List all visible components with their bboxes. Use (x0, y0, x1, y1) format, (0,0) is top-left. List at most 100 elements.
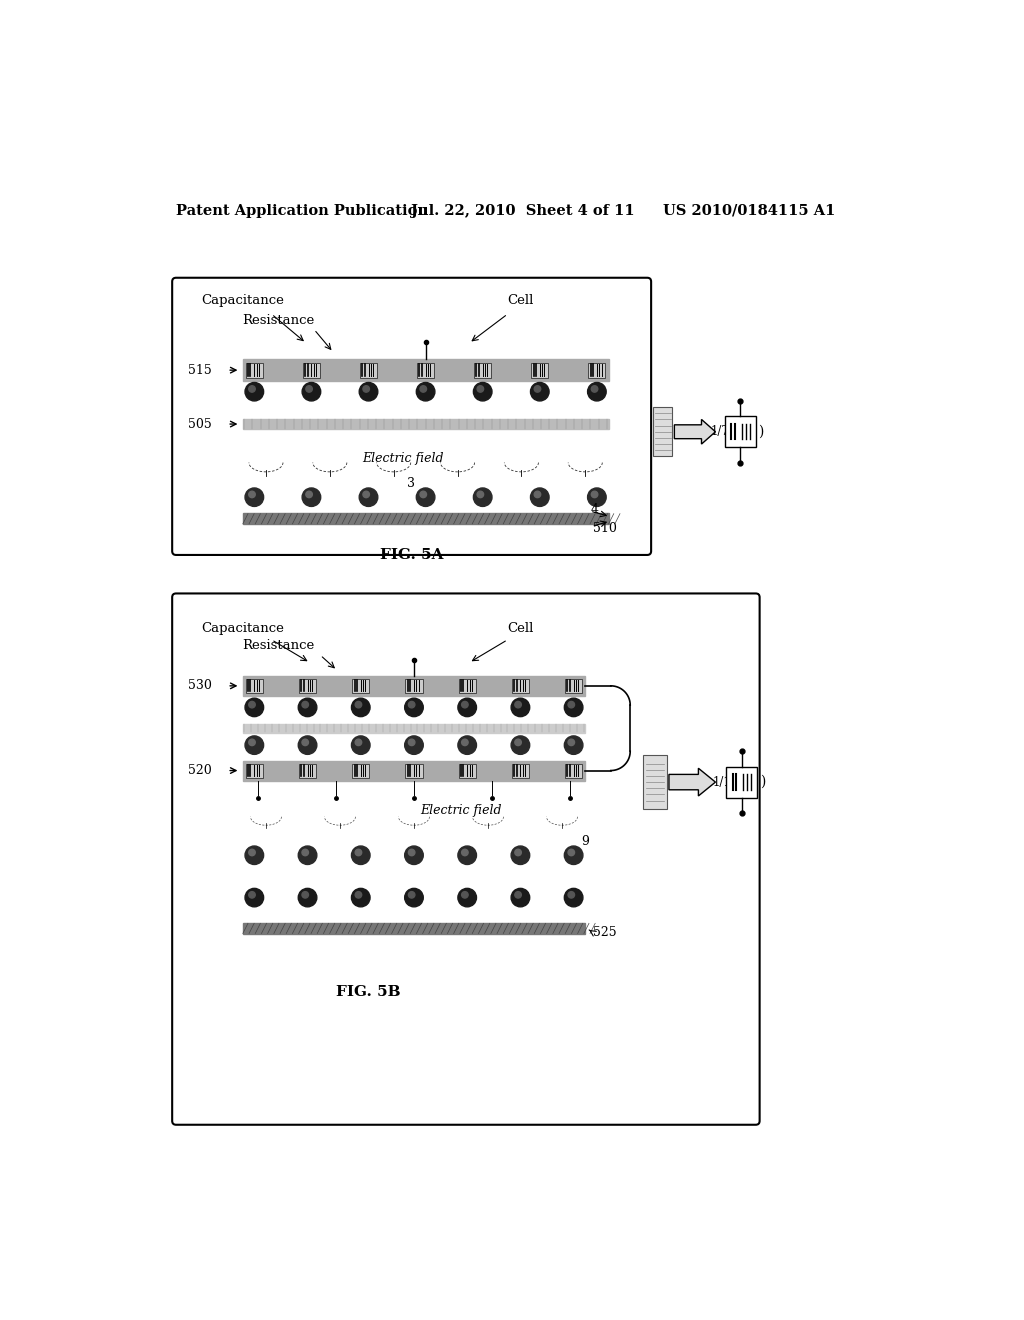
Text: 520: 520 (188, 764, 212, 777)
Text: Capacitance: Capacitance (202, 294, 285, 308)
Text: 525: 525 (593, 925, 616, 939)
Circle shape (351, 888, 370, 907)
Circle shape (298, 846, 316, 865)
Circle shape (298, 737, 316, 755)
Text: Patent Application Publication: Patent Application Publication (176, 203, 428, 218)
Circle shape (302, 739, 308, 746)
Circle shape (420, 491, 427, 498)
Text: US 2010/0184115 A1: US 2010/0184115 A1 (663, 203, 836, 218)
Bar (360, 363, 377, 378)
Bar (726, 767, 758, 797)
Circle shape (588, 383, 606, 401)
Circle shape (306, 491, 312, 498)
Circle shape (591, 385, 598, 392)
Circle shape (462, 849, 468, 855)
Circle shape (249, 701, 255, 708)
Circle shape (515, 739, 521, 746)
Circle shape (511, 698, 529, 717)
Circle shape (355, 701, 361, 708)
Circle shape (462, 739, 468, 746)
Circle shape (409, 891, 415, 898)
Bar (459, 763, 476, 777)
Circle shape (473, 383, 492, 401)
Text: 1/7(: 1/7( (711, 425, 734, 438)
Circle shape (404, 737, 423, 755)
Bar (243, 923, 586, 933)
Circle shape (568, 891, 574, 898)
Circle shape (530, 488, 549, 507)
Circle shape (359, 488, 378, 507)
Circle shape (298, 888, 316, 907)
Text: FIG. 5B: FIG. 5B (336, 985, 400, 998)
Circle shape (588, 488, 606, 507)
Circle shape (511, 737, 529, 755)
Circle shape (351, 846, 370, 865)
Bar (352, 678, 370, 693)
Bar (303, 363, 319, 378)
Bar (246, 363, 263, 378)
Circle shape (249, 491, 255, 498)
Circle shape (568, 701, 574, 708)
Bar (299, 763, 316, 777)
Circle shape (359, 383, 378, 401)
Bar (243, 760, 586, 780)
Bar (246, 678, 263, 693)
Bar (531, 363, 548, 378)
Bar (653, 407, 672, 457)
Circle shape (302, 701, 308, 708)
Text: 4: 4 (591, 503, 599, 516)
Circle shape (351, 737, 370, 755)
Circle shape (530, 383, 549, 401)
Bar (299, 678, 316, 693)
Bar (246, 763, 263, 777)
Text: Capacitance: Capacitance (202, 622, 285, 635)
Text: 9: 9 (582, 834, 589, 847)
Circle shape (515, 701, 521, 708)
Text: 3: 3 (407, 477, 415, 490)
Text: ): ) (760, 775, 765, 789)
Circle shape (362, 491, 370, 498)
Circle shape (245, 888, 263, 907)
Circle shape (249, 385, 255, 392)
Circle shape (564, 737, 583, 755)
Text: Jul. 22, 2010  Sheet 4 of 11: Jul. 22, 2010 Sheet 4 of 11 (411, 203, 635, 218)
Bar (565, 678, 583, 693)
Circle shape (564, 846, 583, 865)
Circle shape (535, 491, 541, 498)
Circle shape (568, 739, 574, 746)
Text: 510: 510 (593, 521, 616, 535)
Circle shape (245, 383, 263, 401)
Circle shape (417, 488, 435, 507)
Circle shape (249, 891, 255, 898)
Circle shape (298, 698, 316, 717)
Circle shape (351, 698, 370, 717)
Circle shape (458, 888, 476, 907)
Circle shape (477, 385, 483, 392)
Text: ): ) (758, 425, 764, 438)
Bar (243, 359, 608, 381)
Circle shape (404, 888, 423, 907)
Text: 530: 530 (188, 680, 212, 693)
Circle shape (404, 846, 423, 865)
Bar (474, 363, 492, 378)
Circle shape (535, 385, 541, 392)
Circle shape (462, 891, 468, 898)
Circle shape (511, 888, 529, 907)
Circle shape (409, 849, 415, 855)
Bar (589, 363, 605, 378)
Circle shape (302, 488, 321, 507)
Circle shape (245, 698, 263, 717)
Circle shape (458, 846, 476, 865)
Circle shape (473, 488, 492, 507)
Bar (406, 678, 423, 693)
FancyBboxPatch shape (172, 594, 760, 1125)
Bar (459, 678, 476, 693)
FancyBboxPatch shape (172, 277, 651, 554)
Circle shape (245, 846, 263, 865)
Circle shape (511, 846, 529, 865)
Circle shape (355, 891, 361, 898)
Bar (406, 763, 423, 777)
Text: Resistance: Resistance (243, 314, 315, 326)
Polygon shape (675, 420, 716, 444)
Circle shape (462, 701, 468, 708)
